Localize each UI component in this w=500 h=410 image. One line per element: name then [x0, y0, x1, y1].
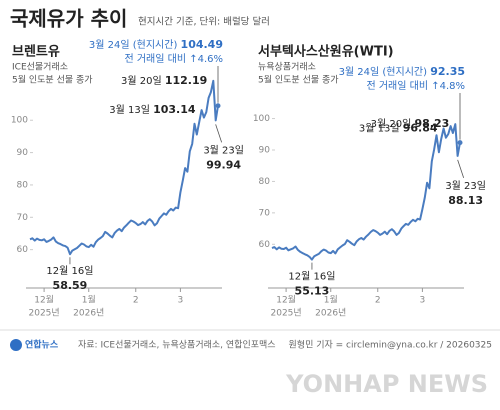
price-line: [29, 79, 219, 256]
y-tick-label: 100: [11, 116, 28, 126]
latest-point: [215, 103, 221, 109]
annotation-label: 3월 24일 (현지시간): [339, 66, 428, 78]
x-tick-label: 2: [133, 296, 139, 306]
annotation-value: 103.14: [153, 103, 196, 116]
y-tick-label: 70: [259, 208, 271, 218]
annotation: 3월 24일 (현지시간) 104.49: [89, 38, 223, 51]
x-sublabel: 2025년: [271, 308, 302, 319]
annotation-label: 12월 16일: [46, 265, 93, 277]
chart-subtitle: 뉴욕상품거래소: [258, 62, 316, 73]
annotation-label: 3월 23일: [445, 180, 486, 192]
annotation-label: 3월 20일: [371, 118, 412, 130]
annotation-label: 12월 16일: [288, 271, 335, 283]
annotation-value: 58.59: [53, 279, 88, 292]
x-tick-label: 1월: [324, 294, 338, 306]
annotation: 3월 24일 (현지시간) 92.35: [339, 65, 465, 78]
chart-title: 서부텍사스산원유(WTI): [258, 44, 394, 60]
annotation-label: 3월 23일: [203, 144, 244, 156]
leader-line: [457, 159, 465, 179]
y-tick-label: 100: [253, 114, 270, 124]
annotation-label: 3월 24일 (현지시간): [89, 39, 178, 51]
source: 자료: ICE선물거래소, 뉴욕상품거래소, 연합인포맥스: [78, 340, 276, 351]
subtitle: 현지시간 기준, 단위: 배럴당 달러: [138, 16, 270, 28]
annotation: 3월 13일 96.84: [359, 122, 438, 135]
annotation-value: 112.19: [165, 74, 207, 87]
annotation-value: 88.13: [448, 194, 483, 207]
annotation-value: 92.35: [430, 65, 465, 78]
annotation: 3월 20일 98.23: [371, 117, 450, 130]
chart-subtitle: 5월 인도분 선물 종가: [258, 74, 339, 86]
y-tick-label: 90: [259, 146, 271, 156]
latest-point: [457, 140, 463, 146]
y-tick-label: 80: [17, 180, 29, 190]
annotation-value: 96.84: [403, 122, 438, 135]
x-sublabel: 2026년: [315, 308, 346, 319]
annotation-label: 3월 13일: [359, 123, 400, 135]
logo-icon: [10, 339, 22, 351]
credit: 원형민 기자 = circlemin@yna.co.kr / 20260325: [289, 340, 492, 351]
x-tick-label: 3: [420, 296, 426, 306]
annotation-note: 전 거래일 대비 ↑4.8%: [366, 80, 465, 92]
chart-title: 브렌트유: [12, 44, 60, 60]
y-tick-label: 60: [17, 245, 29, 255]
x-sublabel: 2026년: [73, 308, 104, 319]
chart-subtitle: ICE선물거래소: [12, 62, 68, 73]
y-tick-label: 80: [259, 177, 271, 187]
annotation: 3월 20일 112.19: [121, 74, 207, 87]
title: 국제유가 추이: [10, 7, 127, 31]
annotation-label: 3월 13일: [109, 104, 150, 116]
y-tick-label: 90: [17, 148, 29, 158]
x-tick-label: 3: [178, 296, 184, 306]
annotation-value: 55.13: [295, 285, 330, 298]
x-tick-label: 12월: [34, 294, 54, 306]
watermark: YONHAP NEWS: [285, 370, 488, 398]
annotation-value: 98.23: [415, 117, 450, 130]
leader-line: [215, 124, 223, 143]
chart-subtitle: 5월 인도분 선물 종가: [12, 74, 93, 86]
x-tick-label: 2: [375, 296, 381, 306]
annotation-label: 3월 20일: [121, 75, 162, 87]
y-tick-label: 60: [259, 240, 271, 250]
annotation-value: 99.94: [206, 158, 241, 171]
annotation: 3월 13일 103.14: [109, 103, 196, 116]
x-tick-label: 12월: [276, 294, 296, 306]
logo: 연합뉴스: [25, 339, 59, 351]
annotation-value: 104.49: [181, 38, 223, 51]
annotation-note: 전 거래일 대비 ↑4.6%: [124, 53, 223, 65]
x-tick-label: 1월: [82, 294, 96, 306]
price-line: [271, 123, 461, 261]
x-sublabel: 2025년: [29, 308, 60, 319]
y-tick-label: 70: [17, 213, 29, 223]
